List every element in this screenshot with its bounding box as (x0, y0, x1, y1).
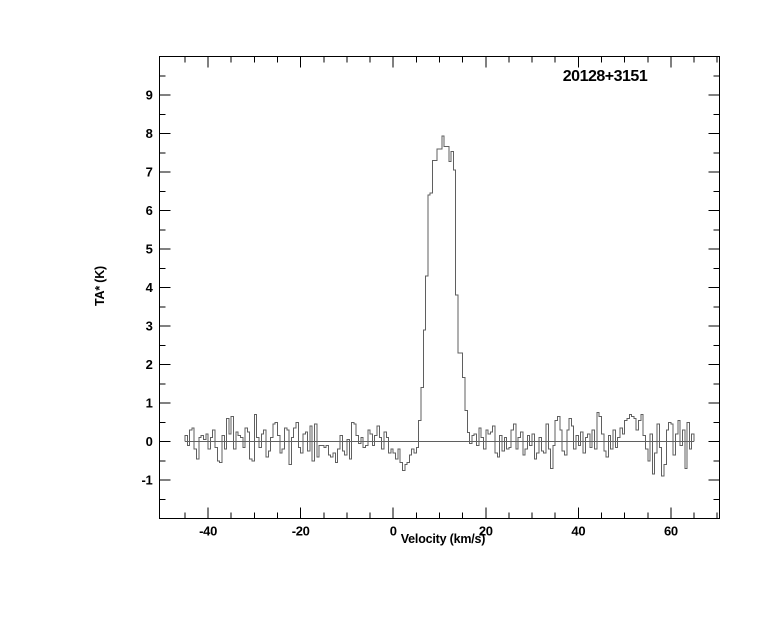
y-axis-label: TA* (K) (93, 266, 107, 306)
x-tick-label: -40 (199, 524, 217, 539)
x-tick-label: 60 (664, 524, 678, 539)
y-tick-label: 6 (146, 203, 153, 218)
y-tick-label: 5 (146, 242, 153, 257)
y-tick-label: 0 (146, 434, 153, 449)
data-layer (184, 135, 695, 477)
x-tick-label: 20 (479, 524, 493, 539)
plot-frame (159, 56, 720, 519)
y-tick-label: 7 (146, 165, 153, 180)
x-tick-label: -20 (292, 524, 310, 539)
y-tick-label: 8 (146, 126, 153, 141)
x-tick-label: 0 (390, 524, 397, 539)
y-tick-label: 1 (146, 396, 153, 411)
spectrum-trace (184, 135, 695, 477)
y-tick-label: 9 (146, 88, 153, 103)
source-label: 20128+3151 (563, 68, 648, 85)
y-tick-label: 2 (146, 357, 153, 372)
y-tick-label: -1 (142, 473, 153, 488)
y-tick-label: 4 (146, 280, 154, 295)
axes-layer: -40 -20 0 20 40 60 -1 0 1 2 3 4 5 6 7 8 9 (142, 56, 720, 539)
y-tick-label: 3 (146, 319, 153, 334)
x-axis-label: Velocity (km/s) (401, 532, 486, 546)
x-tick-label: 40 (571, 524, 585, 539)
